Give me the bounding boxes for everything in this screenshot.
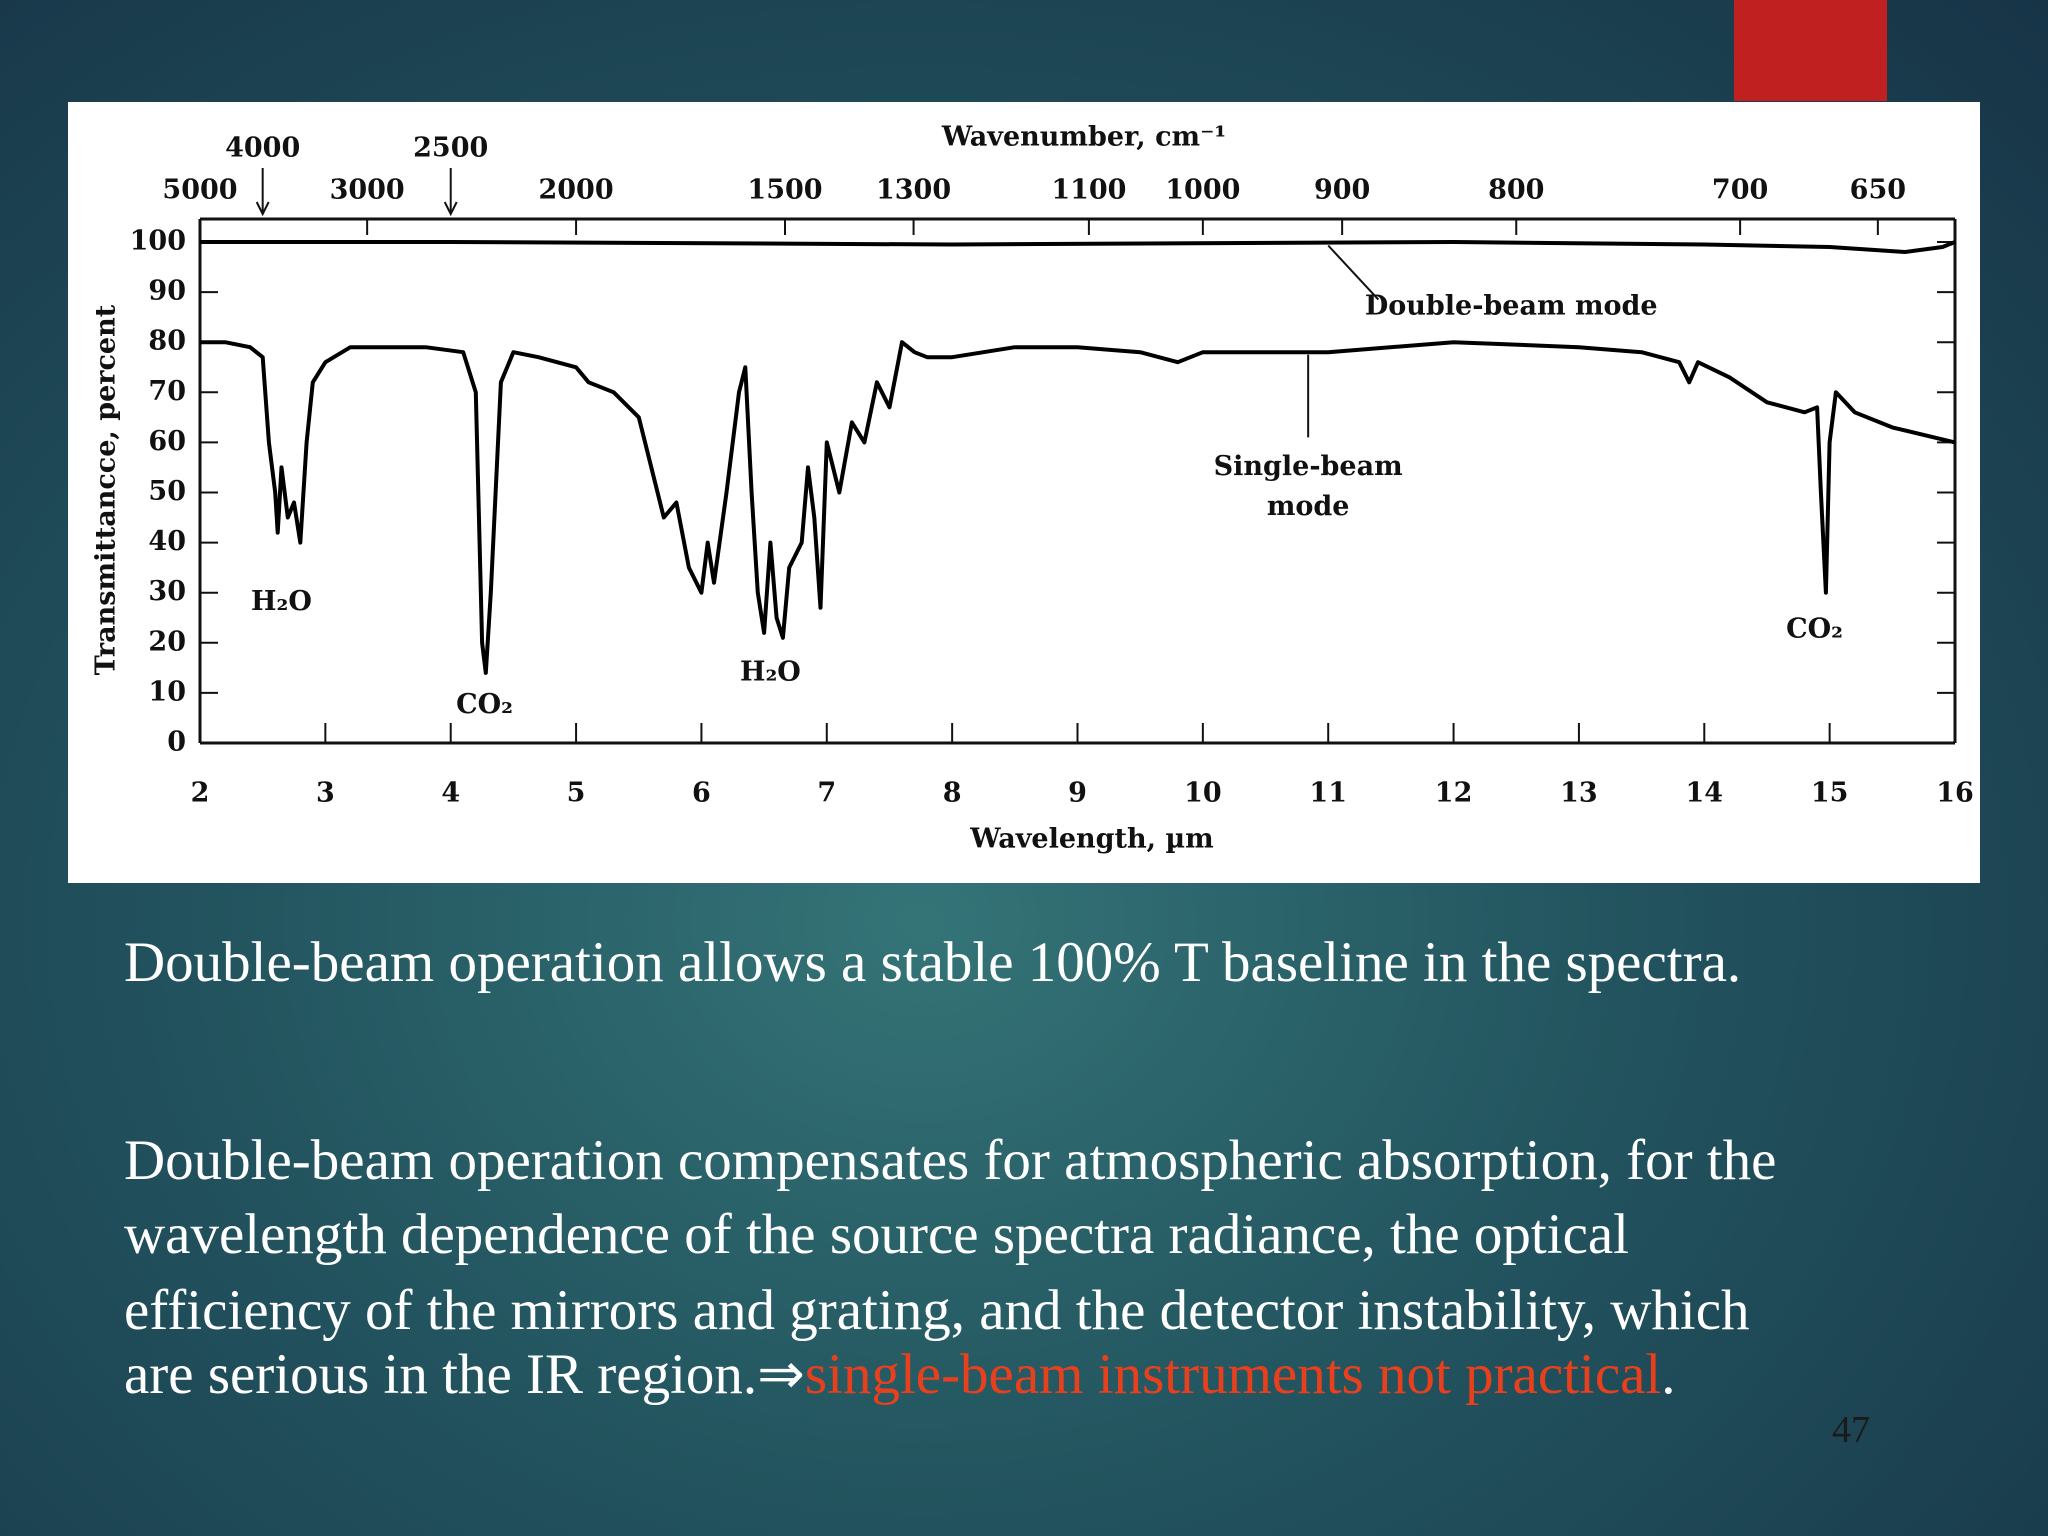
x2-tick-label: 800	[1488, 175, 1544, 206]
top-axis-title: Wavenumber, cm⁻¹	[941, 122, 1226, 153]
x-axis-title: Wavelength, µm	[969, 824, 1214, 855]
x2-tick-label: 1000	[1165, 175, 1240, 206]
x-tick-label: 6	[692, 778, 711, 809]
x-tick-label: 5	[567, 778, 586, 809]
accent-block	[1734, 0, 1887, 101]
x-tick-label: 15	[1811, 778, 1849, 809]
y-tick-label: 80	[148, 326, 186, 357]
y-tick-label: 60	[148, 426, 186, 457]
y-tick-label: 90	[148, 276, 186, 307]
y-tick-label: 20	[148, 626, 186, 657]
x-tick-label: 4	[441, 778, 460, 809]
paragraph-line: Double-beam operation compensates for at…	[124, 1129, 1777, 1192]
y-tick-label: 70	[148, 376, 186, 407]
x2-tick-label: 1500	[747, 175, 822, 206]
x2-tick-label: 650	[1850, 175, 1906, 206]
x-tick-label: 10	[1184, 778, 1222, 809]
pointer	[1327, 244, 1380, 301]
y-tick-label: 10	[148, 676, 186, 707]
x2-tick-label: 1100	[1051, 175, 1126, 206]
x-tick-label: 12	[1435, 778, 1473, 809]
x2-tick-label: 3000	[330, 175, 405, 206]
text: are serious in the IR region.⇒	[124, 1343, 805, 1406]
annotation: CO₂	[456, 689, 513, 720]
x-tick-label: 11	[1309, 778, 1347, 809]
x-tick-label: 16	[1936, 778, 1974, 809]
arrowhead	[255, 201, 270, 217]
arrowhead	[443, 201, 458, 217]
y-tick-label: 0	[167, 727, 186, 758]
series-line	[200, 340, 1956, 675]
annotation: CO₂	[1786, 613, 1843, 644]
x2-tick-label: 2500	[413, 133, 488, 164]
annotation: Single-beam	[1214, 451, 1403, 482]
annotation: H₂O	[740, 656, 801, 687]
y-tick-label: 30	[148, 576, 186, 607]
annotation: mode	[1267, 491, 1350, 522]
paragraph-line: wavelength dependence of the source spec…	[124, 1203, 1630, 1266]
paragraph-line: efficiency of the mirrors and grating, a…	[124, 1279, 1750, 1342]
x-tick-label: 13	[1560, 778, 1598, 809]
y-tick-label: 100	[130, 226, 186, 257]
annotation: H₂O	[251, 586, 312, 617]
page-number: 47	[1832, 1409, 1870, 1451]
x-tick-label: 2	[191, 778, 210, 809]
x2-tick-label: 700	[1712, 175, 1768, 206]
paragraph-line: are serious in the IR region.⇒single-bea…	[124, 1346, 1676, 1403]
x-tick-label: 8	[943, 778, 962, 809]
text: .	[1661, 1343, 1676, 1406]
x2-tick-label: 900	[1314, 175, 1370, 206]
x-tick-label: 9	[1068, 778, 1087, 809]
x2-tick-label: 5000	[162, 175, 237, 206]
annotation: Double-beam mode	[1365, 291, 1658, 322]
y-axis-title: Transmittancce, percent	[91, 304, 122, 675]
chart-panel	[68, 102, 1980, 883]
y-tick-label: 40	[148, 526, 186, 557]
x-tick-label: 3	[316, 778, 335, 809]
x2-tick-label: 4000	[225, 133, 300, 164]
x-tick-label: 14	[1685, 778, 1723, 809]
x2-tick-label: 2000	[538, 175, 613, 206]
y-tick-label: 50	[148, 476, 186, 507]
x2-tick-label: 1300	[876, 175, 951, 206]
paragraph: Double-beam operation allows a stable 10…	[124, 931, 1742, 994]
x-tick-label: 7	[817, 778, 836, 809]
highlight: single-beam instruments not practical	[804, 1343, 1662, 1406]
series-line	[200, 240, 1956, 254]
